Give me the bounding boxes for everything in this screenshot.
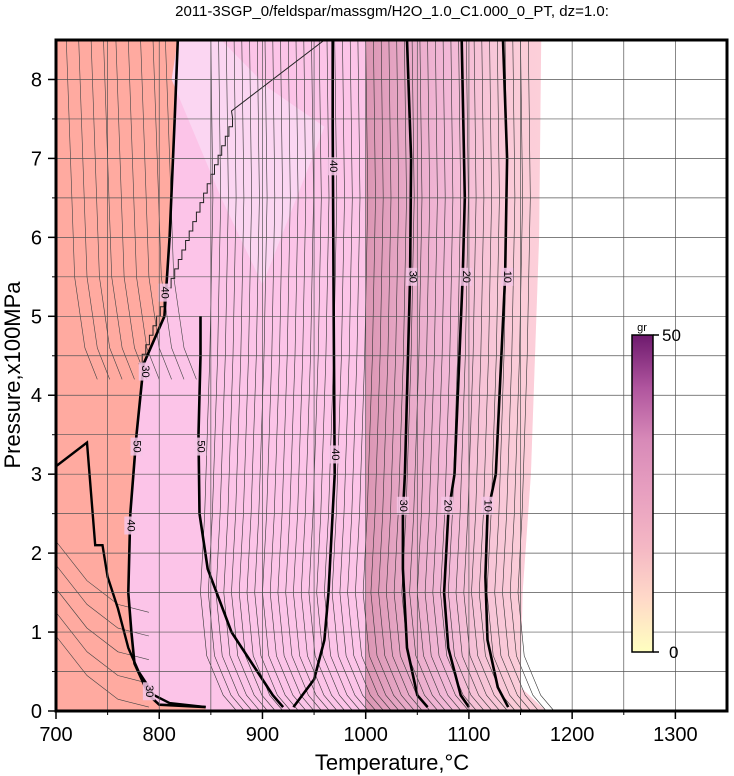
y-tick-label-7: 7	[31, 148, 42, 170]
low-t-region	[56, 40, 206, 711]
y-axis: 0 1 2 3 4 5 6 7 8	[31, 69, 56, 723]
contour-label-12: 30	[139, 365, 151, 377]
thin-contour	[56, 635, 149, 708]
y-tick-label-4: 4	[31, 385, 42, 407]
plot-frame	[54, 38, 729, 713]
y-tick-label-5: 5	[31, 306, 42, 328]
x-tick-label-1200: 1200	[550, 724, 595, 746]
contour-label-7: 10	[482, 500, 494, 512]
contour-label-8: 50	[195, 440, 207, 452]
contour-label-0: 40	[327, 160, 339, 172]
contour-label-11: 40	[124, 519, 136, 531]
wedge-region	[171, 40, 325, 285]
y-tick-label-1: 1	[31, 622, 42, 644]
colorbar-max-label: 50	[662, 326, 681, 345]
contour-label-3: 30	[397, 500, 409, 512]
x-tick-label-700: 700	[39, 724, 72, 746]
y-axis-label: Pressure,x100MPa	[0, 281, 25, 469]
y-tick-label-2: 2	[31, 543, 42, 565]
grid-lines	[56, 40, 727, 711]
contour-label-10: 40	[158, 286, 170, 298]
contour-label-9: 50	[131, 440, 143, 452]
contour-label-5: 20	[441, 500, 453, 512]
x-tick-label-800: 800	[143, 724, 176, 746]
y-tick-label-6: 6	[31, 227, 42, 249]
chart-title: 2011-3SGP_0/feldspar/massgm/H2O_1.0_C1.0…	[175, 3, 609, 20]
y-tick-label-0: 0	[31, 701, 42, 723]
contour-label-13: 30	[143, 685, 155, 697]
contour-50-4	[197, 316, 285, 708]
y-tick-label-3: 3	[31, 464, 42, 486]
colorbar-unit: gr	[637, 322, 647, 334]
phase-boundary	[138, 40, 325, 365]
y-tick-label-8: 8	[31, 69, 42, 91]
x-tick-label-1100: 1100	[447, 724, 490, 746]
colorbar-min-label: 0	[669, 643, 678, 662]
x-axis: 700 800 900 1000 1100 1200 1300	[39, 711, 698, 746]
contour-label-1: 40	[329, 448, 341, 460]
colorbar-gradient	[631, 334, 654, 653]
x-tick-label-1000: 1000	[343, 724, 388, 746]
high-t-gradient-region	[365, 40, 547, 711]
x-tick-label-1300: 1300	[653, 724, 698, 746]
x-axis-label: Temperature,°C	[315, 750, 469, 775]
colorbar: gr 50 0	[631, 322, 681, 662]
x-tick-label-900: 900	[246, 724, 279, 746]
